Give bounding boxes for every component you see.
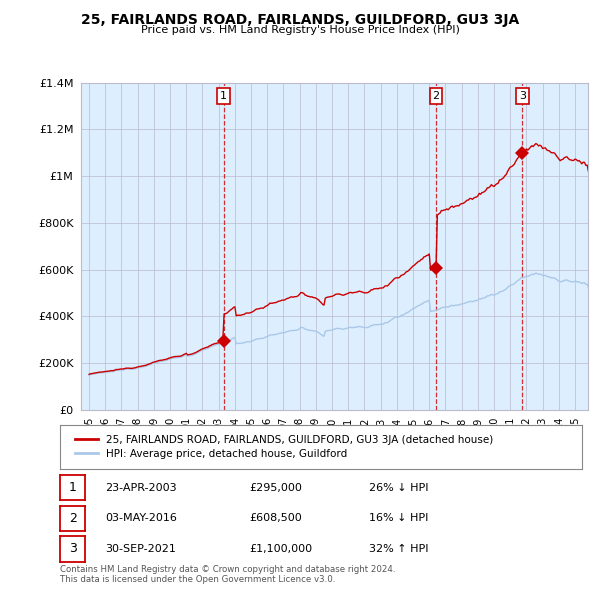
Text: 1: 1 [220,91,227,101]
Text: 2: 2 [68,512,77,525]
Text: 1: 1 [68,481,77,494]
Text: 25, FAIRLANDS ROAD, FAIRLANDS, GUILDFORD, GU3 3JA: 25, FAIRLANDS ROAD, FAIRLANDS, GUILDFORD… [81,13,519,27]
Text: £295,000: £295,000 [249,483,302,493]
Text: 2: 2 [433,91,440,101]
Text: 23-APR-2003: 23-APR-2003 [105,483,176,493]
Text: 03-MAY-2016: 03-MAY-2016 [105,513,177,523]
Text: 32% ↑ HPI: 32% ↑ HPI [369,544,428,554]
Text: 16% ↓ HPI: 16% ↓ HPI [369,513,428,523]
Text: Price paid vs. HM Land Registry's House Price Index (HPI): Price paid vs. HM Land Registry's House … [140,25,460,35]
Text: 3: 3 [519,91,526,101]
Text: £1,100,000: £1,100,000 [249,544,312,554]
Text: £608,500: £608,500 [249,513,302,523]
Text: Contains HM Land Registry data © Crown copyright and database right 2024.
This d: Contains HM Land Registry data © Crown c… [60,565,395,584]
Text: 30-SEP-2021: 30-SEP-2021 [105,544,176,554]
Legend: 25, FAIRLANDS ROAD, FAIRLANDS, GUILDFORD, GU3 3JA (detached house), HPI: Average: 25, FAIRLANDS ROAD, FAIRLANDS, GUILDFORD… [70,431,497,463]
Text: 26% ↓ HPI: 26% ↓ HPI [369,483,428,493]
Text: 3: 3 [68,542,77,556]
